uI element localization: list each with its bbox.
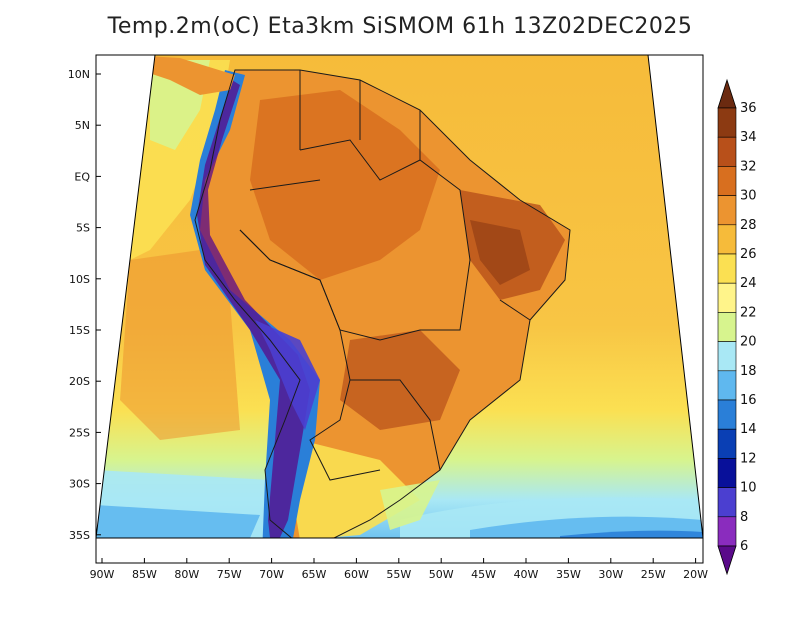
lat-label-5n: 5N (75, 119, 90, 132)
colorbar-swatch (717, 458, 737, 488)
colorbar-label-32: 32 (740, 159, 757, 174)
colorbar-swatch (717, 312, 737, 342)
colorbar-swatch (717, 253, 737, 284)
colorbar-swatch (717, 224, 737, 255)
lon-label-40w: 40W (514, 568, 539, 581)
colorbar-swatch (717, 516, 737, 547)
map-title: Temp.2m(oC) Eta3km SiSMOM 61h 13Z02DEC20… (107, 14, 693, 39)
colorbar-label-22: 22 (740, 305, 757, 320)
lon-label-90w: 90W (90, 568, 115, 581)
colorbar-swatch (717, 282, 737, 313)
lon-label-80w: 80W (174, 568, 199, 581)
lat-label-25s: 25S (69, 426, 90, 439)
colorbar-swatch (717, 428, 737, 459)
lon-label-65w: 65W (302, 568, 327, 581)
lon-label-50w: 50W (429, 568, 454, 581)
colorbar-swatch (717, 399, 737, 430)
colorbar: 36 34 32 30 28 26 24 22 20 18 16 14 12 10 8 6 (717, 78, 757, 576)
colorbar-swatch (717, 107, 737, 138)
lon-label-70w: 70W (259, 568, 284, 581)
colorbar-label-26: 26 (740, 247, 757, 262)
lon-label-60w: 60W (344, 568, 369, 581)
colorbar-label-14: 14 (740, 422, 757, 437)
lon-label-30w: 30W (598, 568, 623, 581)
colorbar-label-8: 8 (740, 510, 748, 525)
colorbar-swatch (717, 136, 737, 167)
lon-label-45w: 45W (471, 568, 496, 581)
colorbar-top-arrow (717, 78, 737, 109)
lat-label-10s: 10S (69, 273, 90, 286)
lat-label-eq: EQ (74, 170, 90, 183)
colorbar-label-24: 24 (740, 276, 757, 291)
colorbar-label-16: 16 (740, 393, 757, 408)
colorbar-label-18: 18 (740, 364, 757, 379)
lat-label-10n: 10N (68, 68, 90, 81)
colorbar-label-10: 10 (740, 481, 757, 496)
temperature-field (96, 55, 703, 538)
lat-label-30s: 30S (69, 478, 90, 491)
colorbar-label-20: 20 (740, 335, 757, 350)
lat-label-5s: 5S (76, 222, 90, 235)
colorbar-label-30: 30 (740, 189, 757, 204)
longitude-labels: 90W 85W 80W 75W 70W 65W 60W 55W 50W 45W 40W 35W 30W 2… (90, 558, 708, 581)
colorbar-bottom-arrow (717, 545, 737, 576)
lat-label-15s: 15S (69, 324, 90, 337)
lat-label-35s: 35S (69, 529, 90, 542)
colorbar-label-28: 28 (740, 218, 757, 233)
colorbar-label-6: 6 (740, 539, 748, 554)
colorbar-swatch (717, 487, 737, 518)
lon-label-55w: 55W (386, 568, 411, 581)
colorbar-label-34: 34 (740, 130, 757, 145)
lat-label-20s: 20S (69, 375, 90, 388)
colorbar-swatch (717, 341, 737, 372)
colorbar-label-36: 36 (740, 101, 757, 116)
colorbar-swatch (717, 195, 737, 226)
colorbar-swatch (717, 370, 737, 401)
lon-label-85w: 85W (132, 568, 157, 581)
colorbar-swatch (717, 166, 737, 196)
lon-label-25w: 25W (641, 568, 666, 581)
axes-box (95, 54, 704, 564)
colorbar-label-12: 12 (740, 451, 757, 466)
lon-label-20w: 20W (683, 568, 708, 581)
lon-label-75w: 75W (217, 568, 242, 581)
latitude-labels: 10N 5N EQ 5S 10S 15S 20S 25S 30S 35S (68, 68, 101, 542)
country-borders (194, 69, 571, 538)
lon-label-35w: 35W (556, 568, 581, 581)
